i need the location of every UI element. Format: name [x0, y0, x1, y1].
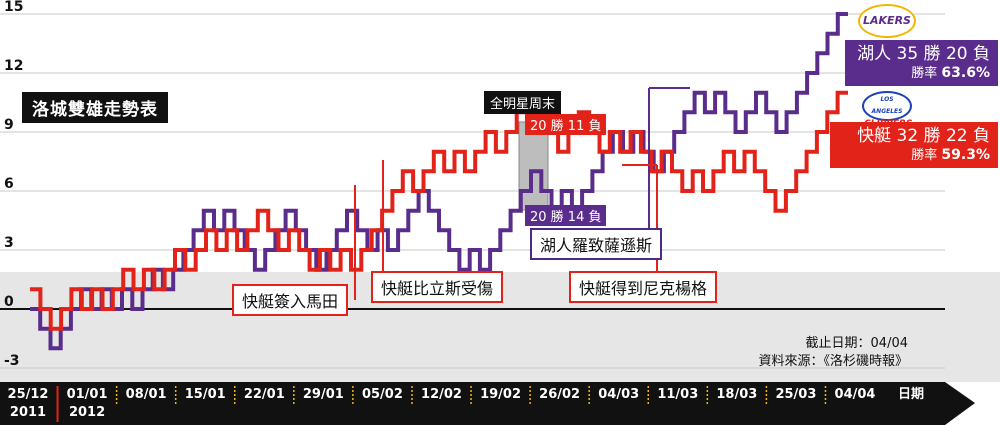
clippers-pct-value: 59.3% — [941, 147, 990, 163]
x-tick-label: 08/01 — [126, 387, 167, 402]
allstar-band — [518, 121, 549, 211]
x-tick-label: 22/01 — [244, 387, 285, 402]
clippers-win-pct-row: 勝率 59.3% — [838, 147, 990, 164]
annotation-nick-young: 快艇得到尼克楊格 — [569, 271, 718, 303]
y-tick-label: 15 — [4, 0, 23, 15]
gridlines — [0, 13, 945, 369]
y-tick-labels: 15 12 9 6 3 0 -3 — [4, 0, 23, 369]
clippers-logo-top: LOS ANGELES — [871, 96, 903, 115]
x-tick-label: 25/03 — [775, 387, 816, 402]
clippers-record-box: 快艇 32 勝 22 負 勝率 59.3% — [830, 122, 998, 168]
year-label: 2011 — [10, 405, 46, 420]
lakers-allstar-record: 20 勝 14 負 — [525, 205, 607, 226]
y-tick-label: -3 — [4, 353, 20, 369]
clippers-allstar-record: 20 勝 11 負 — [525, 114, 607, 135]
annotation-caron-butler: 快艇簽入馬田 — [232, 284, 349, 316]
x-tick-label: 04/03 — [598, 387, 639, 402]
source-block: 截止日期：04/04 資料來源：《洛杉磯時報》 — [758, 335, 908, 371]
x-tick-label: 26/02 — [539, 387, 580, 402]
x-tick-label: 19/02 — [480, 387, 521, 402]
y-tick-label: 12 — [4, 58, 23, 74]
lakers-pct-label: 勝率 — [911, 66, 938, 81]
y-tick-label: 3 — [4, 235, 14, 251]
x-tick-label: 05/02 — [362, 387, 403, 402]
x-tick-label: 25/12 — [8, 387, 49, 402]
lakers-logo-text: LAKERS — [863, 14, 911, 27]
x-tick-labels: 25/12 01/01 08/01 15/01 22/01 29/01 05/02 12/02… — [8, 386, 924, 422]
x-tick-label: 15/01 — [185, 387, 226, 402]
y-tick-label: 6 — [4, 176, 14, 192]
y-tick-label: 0 — [4, 294, 14, 310]
x-tick-label: 29/01 — [303, 387, 344, 402]
lakers-win-pct-row: 勝率 63.6% — [853, 65, 990, 82]
allstar-label: 全明星周末 — [484, 91, 562, 114]
year-label: 2012 — [69, 405, 105, 420]
clippers-pct-label: 勝率 — [911, 148, 938, 163]
x-tick-label: 18/03 — [716, 387, 757, 402]
x-axis-bar — [0, 382, 945, 425]
clippers-record: 快艇 32 勝 22 負 — [857, 126, 990, 146]
source-credit: 資料來源：《洛杉磯時報》 — [758, 354, 908, 369]
x-axis-title: 日期 — [898, 387, 924, 402]
clippers-logo: LOS ANGELESCLIPPERS — [862, 91, 912, 129]
y-tick-label: 9 — [4, 117, 14, 133]
x-tick-label: 12/02 — [421, 387, 462, 402]
x-tick-label: 11/03 — [657, 387, 698, 402]
x-tick-label: 01/01 — [67, 387, 108, 402]
annotation-sessions: 湖人羅致薩遜斯 — [530, 228, 663, 260]
series-line-lakers — [30, 12, 848, 351]
chart-title: 洛城雙雄走勢表 — [22, 92, 168, 123]
annotation-billups-injury: 快艇比立斯受傷 — [371, 271, 504, 303]
lakers-record: 湖人 35 勝 20 負 — [857, 44, 990, 64]
series-line-clippers — [30, 90, 848, 331]
lakers-record-box: 湖人 35 勝 20 負 勝率 63.6% — [845, 40, 998, 86]
lakers-logo: LAKERS — [858, 4, 916, 38]
lakers-pct-value: 63.6% — [941, 65, 990, 81]
deadline-text: 截止日期：04/04 — [805, 336, 908, 351]
x-axis-arrow — [945, 382, 975, 425]
x-tick-label: 04/04 — [835, 387, 876, 402]
series-lines — [30, 12, 848, 351]
